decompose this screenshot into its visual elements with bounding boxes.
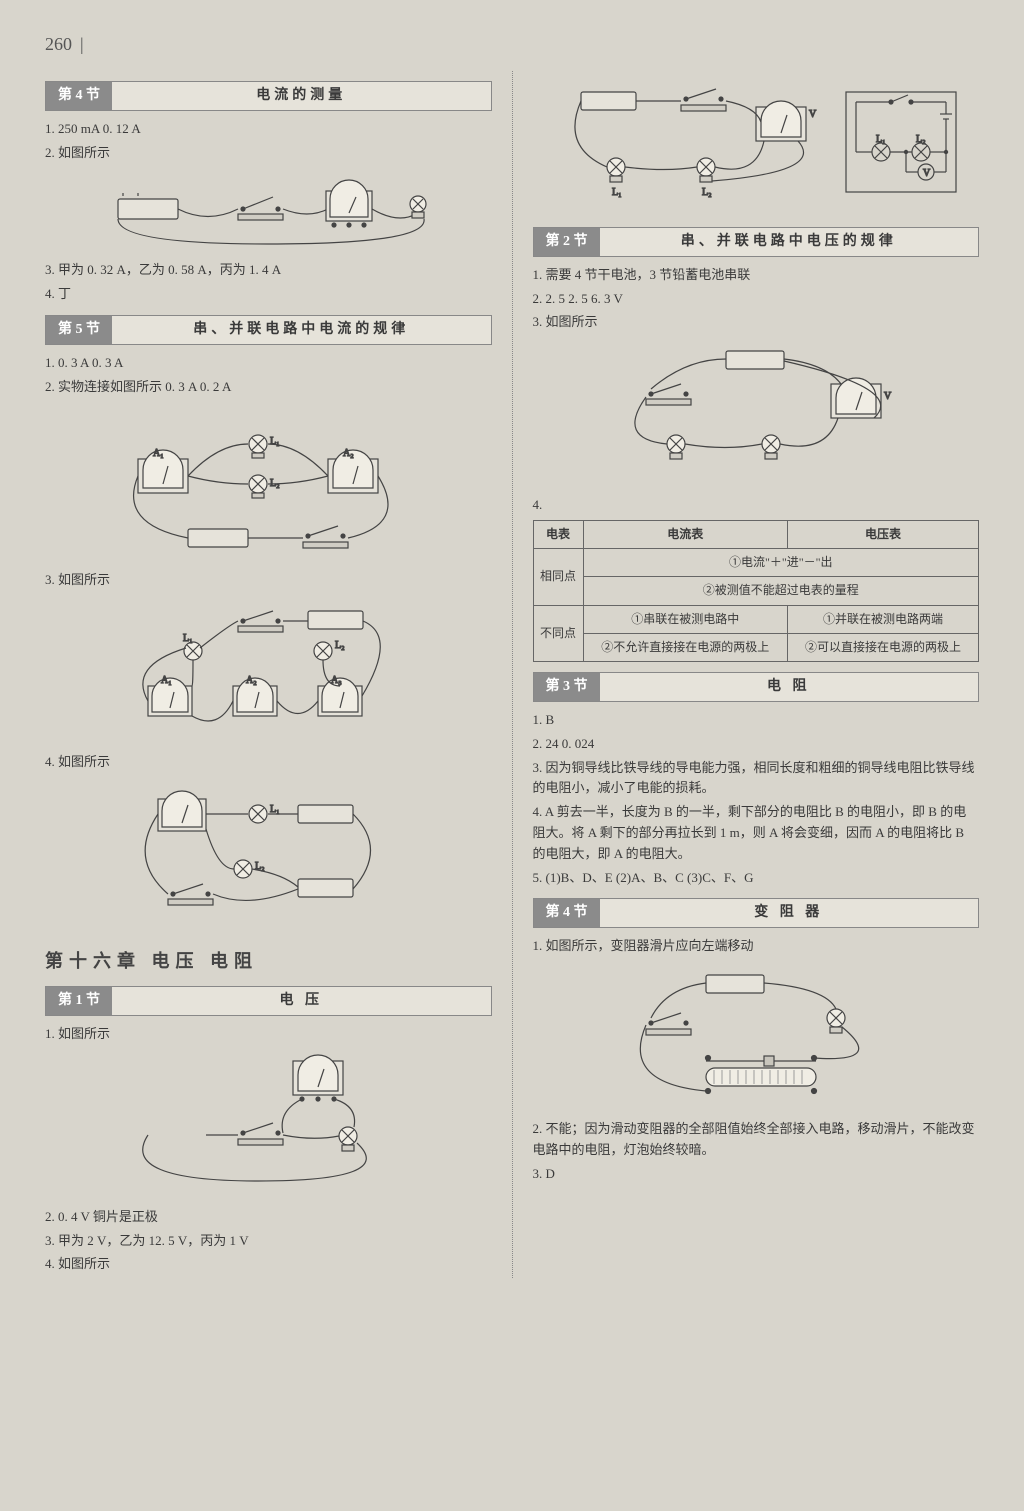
answer-text: 4. 如图所示 [45,752,492,773]
page-number-value: 260 [45,34,72,54]
label-l1: L₁ [183,633,193,644]
section-2-banner: 第 2 节 串、并联电路中电压的规律 [533,227,980,257]
section-2-badge: 第 2 节 [534,228,600,256]
answer-text: 5. (1)B、D、E (2)A、B、C (3)C、F、G [533,868,980,889]
circuit-figure-ammeter-series [45,169,492,254]
section-3-banner: 第 3 节 电 阻 [533,672,980,702]
td-diff-22: ②可以直接接在电源的两极上 [788,633,979,661]
section-4-badge: 第 4 节 [46,82,112,110]
answer-text: 2. 不能；因为滑动变阻器的全部阻值始终全部接入电路，移动滑片，不能改变电路中的… [533,1119,980,1161]
td-same-label: 相同点 [533,549,583,605]
section-5-badge: 第 5 节 [46,316,112,344]
chapter-16-title: 第十六章 电压 电阻 [45,947,492,976]
answer-text: 2. 2. 5 2. 5 6. 3 V [533,289,980,310]
svg-text:L₂: L₂ [702,187,712,198]
td-same-2: ②被测值不能超过电表的量程 [583,577,979,605]
answer-text: 1. 如图所示 [45,1024,492,1045]
section-1-badge: 第 1 节 [46,987,112,1015]
label-a1: A₁ [153,448,164,459]
answer-text: 3. 甲为 2 V，乙为 12. 5 V，丙为 1 V [45,1231,492,1252]
answer-text: 3. 因为铜导线比铁导线的导电能力强，相同长度和粗细的铜导线电阻比铁导线的电阻小… [533,758,980,800]
two-column-layout: 第 4 节 电流的测量 1. 250 mA 0. 12 A 2. 如图所示 [45,71,979,1278]
svg-text:V: V [809,109,817,120]
answer-text: 4. 丁 [45,284,492,305]
section-4-banner: 第 4 节 电流的测量 [45,81,492,111]
td-diff-12: ①并联在被测电路两端 [788,605,979,633]
answer-text: 4. 如图所示 [45,1254,492,1275]
svg-text:V: V [923,168,931,179]
column-divider [512,71,513,1278]
circuit-figure-parallel-ammeters: A₁ A₂ L₁ L₂ [45,404,492,564]
circuit-figure-two-bulbs-ammeter: L₁ L₂ [45,779,492,929]
td-diff-11: ①串联在被测电路中 [583,605,788,633]
svg-text:L₂: L₂ [916,134,926,145]
section-5-banner: 第 5 节 串、并联电路中电流的规律 [45,315,492,345]
label-a2: A₂ [343,448,354,459]
svg-text:V: V [884,391,892,402]
circuit-figure-voltmeter-parallel-with-schematic: V L₁ L₂ [533,77,980,217]
answer-text: 4. A 剪去一半，长度为 B 的一半，剩下部分的电阻比 B 的电阻小，即 B … [533,802,980,864]
label-l2: L₂ [335,640,345,651]
answer-text: 2. 实物连接如图所示 0. 3 A 0. 2 A [45,377,492,398]
answer-text: 1. 需要 4 节干电池，3 节铅蓄电池串联 [533,265,980,286]
answer-text: 1. 如图所示，变阻器滑片应向左端移动 [533,936,980,957]
section-5-title: 串、并联电路中电流的规律 [112,316,491,344]
svg-text:A₁: A₁ [161,675,172,686]
svg-text:A₂: A₂ [246,675,257,686]
circuit-figure-voltmeter-series-bulbs: V [533,339,980,489]
answer-text: 1. 0. 3 A 0. 3 A [45,353,492,374]
th-meter: 电表 [533,520,583,548]
td-same-1: ①电流"＋"进"－"出 [583,549,979,577]
answer-text: 3. 如图所示 [45,570,492,591]
left-column: 第 4 节 电流的测量 1. 250 mA 0. 12 A 2. 如图所示 [45,71,510,1278]
answer-text: 4. [533,495,980,516]
circuit-figure-voltmeter [45,1051,492,1201]
svg-text:L₁: L₁ [876,134,886,145]
answer-text: 1. 250 mA 0. 12 A [45,119,492,140]
answer-text: 1. B [533,710,980,731]
answer-text: 3. 如图所示 [533,312,980,333]
section-1-title: 电 压 [112,987,491,1015]
svg-text:L₁: L₁ [612,187,622,198]
section-4-title: 电流的测量 [112,82,491,110]
section-3-title: 电 阻 [600,673,979,701]
answer-text: 3. D [533,1164,980,1185]
td-diff-21: ②不允许直接接在电源的两极上 [583,633,788,661]
section-3-badge: 第 3 节 [534,673,600,701]
td-diff-label: 不同点 [533,605,583,661]
comparison-table: 电表 电流表 电压表 相同点 ①电流"＋"进"－"出 ②被测值不能超过电表的量程… [533,520,980,662]
th-ammeter: 电流表 [583,520,788,548]
th-voltmeter: 电压表 [788,520,979,548]
answer-text: 2. 0. 4 V 铜片是正极 [45,1207,492,1228]
svg-text:L₁: L₁ [270,804,280,815]
page-number: 260| [45,30,979,59]
circuit-figure-rheostat [533,963,980,1113]
section-1-banner: 第 1 节 电 压 [45,986,492,1016]
section-4b-banner: 第 4 节 变 阻 器 [533,898,980,928]
answer-text: 2. 24 0. 024 [533,734,980,755]
circuit-figure-three-ammeters: L₁ L₂ A₁ A₂ A₃ [45,596,492,746]
section-2-title: 串、并联电路中电压的规律 [600,228,979,256]
section-4b-title: 变 阻 器 [600,899,979,927]
answer-text: 3. 甲为 0. 32 A，乙为 0. 58 A，丙为 1. 4 A [45,260,492,281]
right-column: V L₁ L₂ [515,71,980,1278]
section-4b-badge: 第 4 节 [534,899,600,927]
answer-text: 2. 如图所示 [45,143,492,164]
